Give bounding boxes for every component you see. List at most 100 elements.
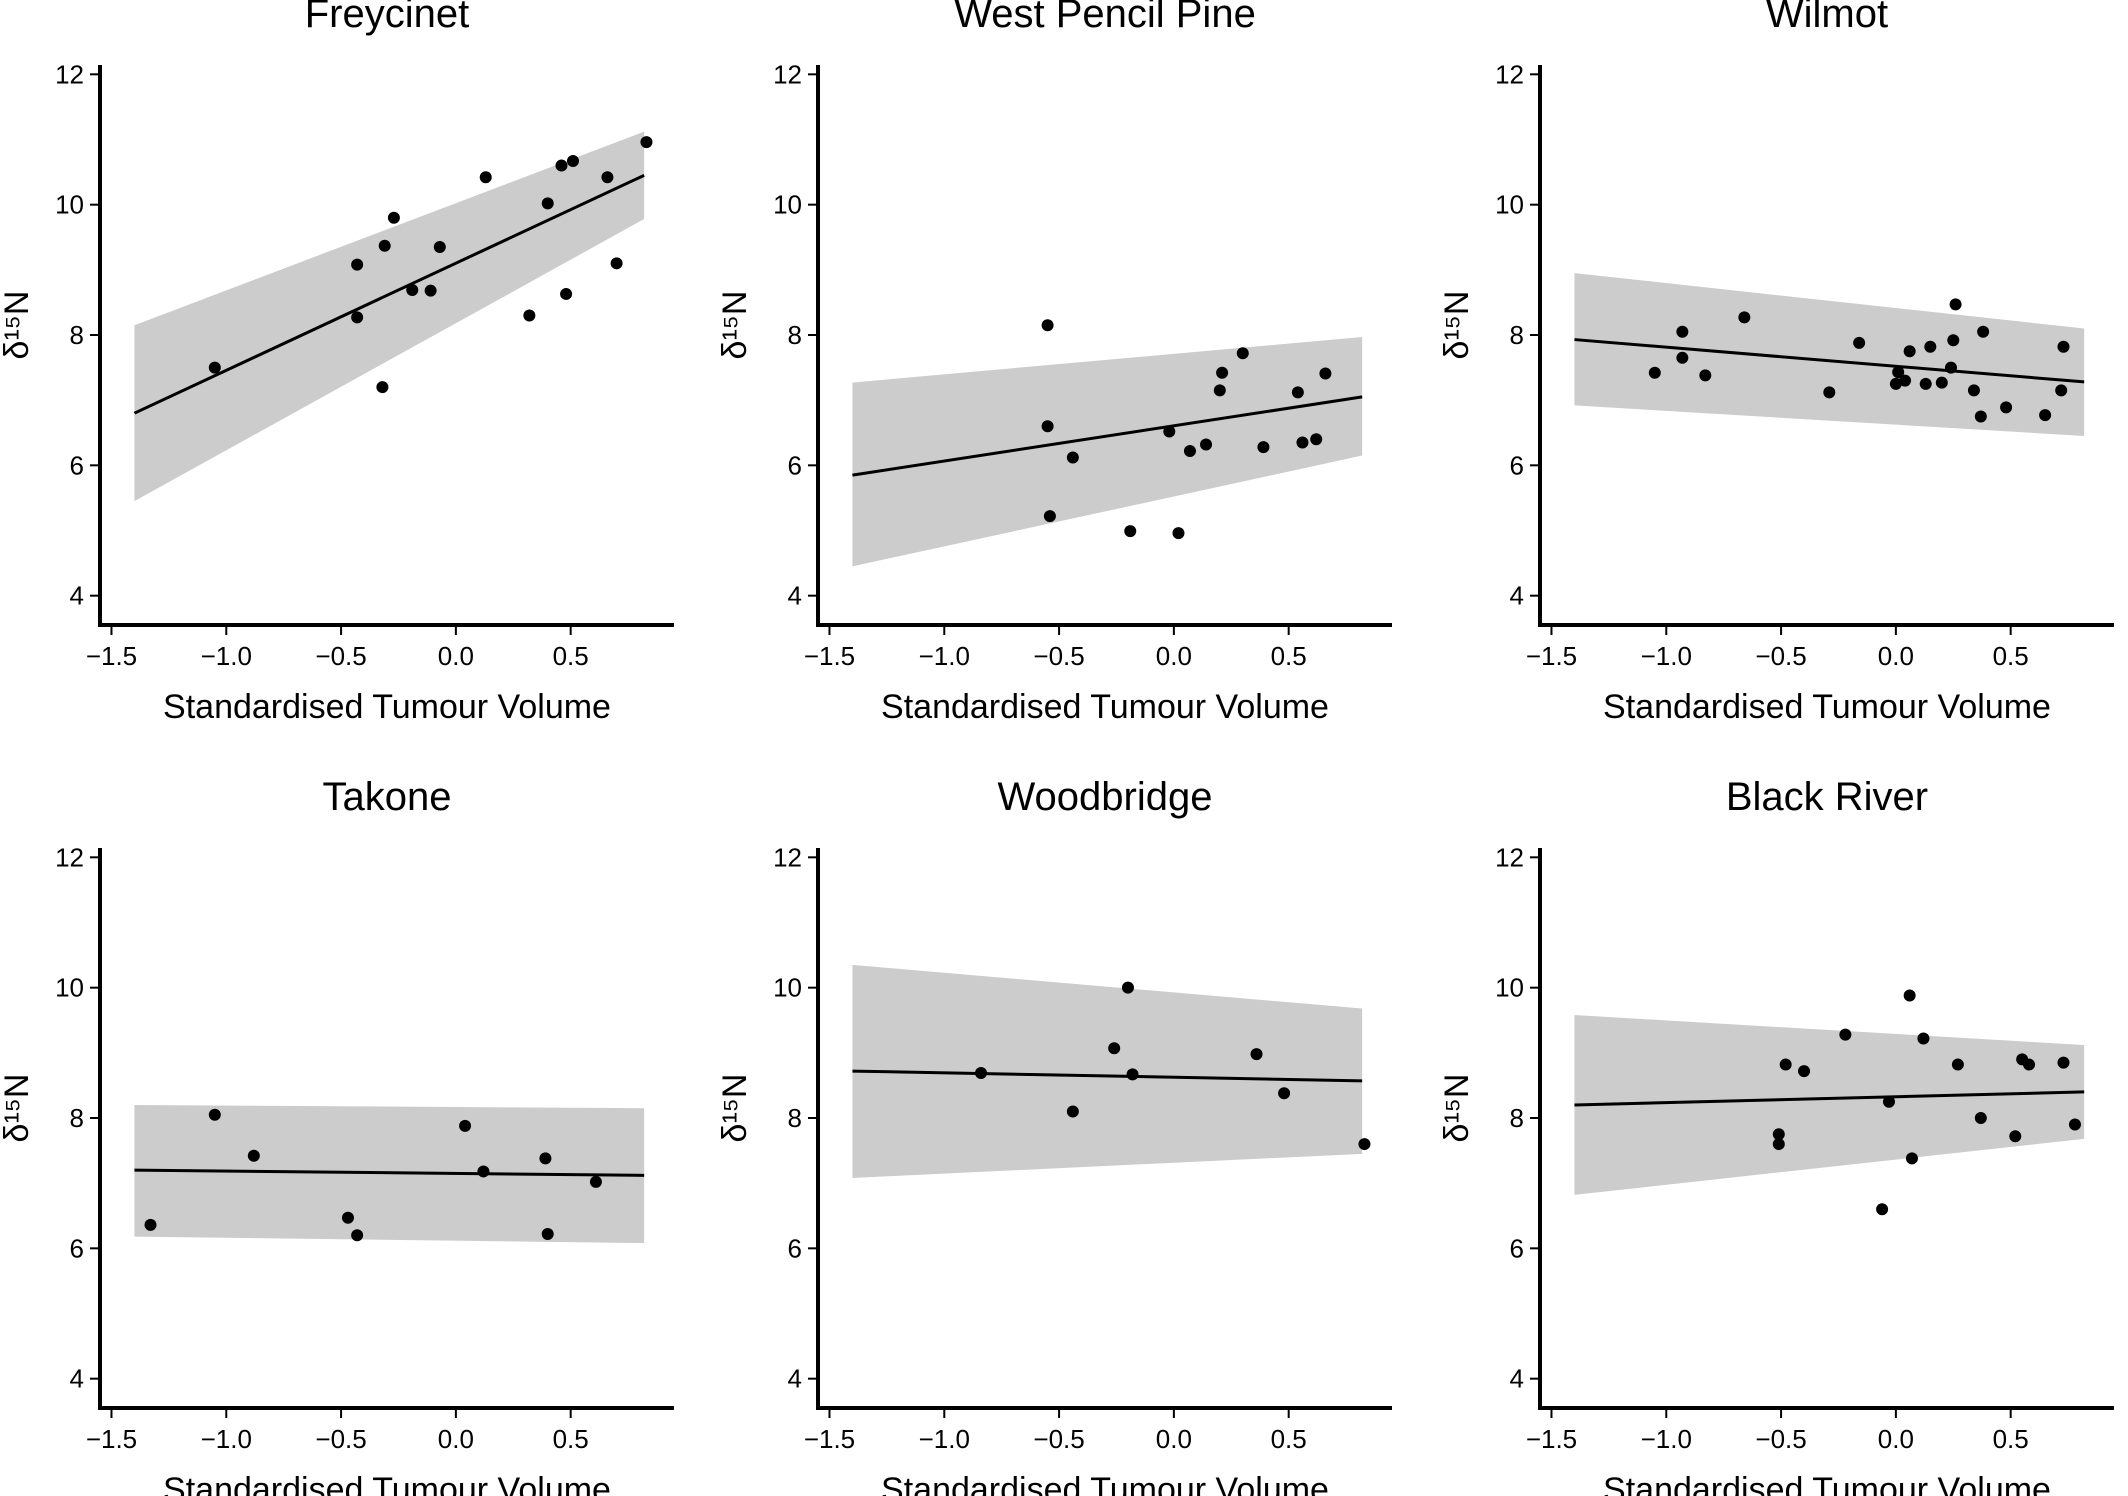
x-axis-label: Standardised Tumour Volume	[881, 688, 1329, 726]
data-point	[378, 239, 391, 252]
x-tick-label: 0.5	[1271, 641, 1307, 671]
data-point	[351, 258, 364, 271]
y-tick-label: 10	[1495, 973, 1524, 1003]
data-point	[1905, 1152, 1918, 1165]
x-axis-label: Standardised Tumour Volume	[881, 1471, 1329, 1496]
data-point	[1066, 1105, 1079, 1118]
data-point	[406, 284, 419, 297]
data-point	[1892, 366, 1905, 379]
y-axis-label: δ¹⁵N	[1438, 1074, 1476, 1143]
y-tick-label: 12	[55, 59, 84, 89]
chart-panel: Freycinet 4 6 8 10 12 −1.5 −1.0 −0.5 0.0 0.5 Standa…	[0, 0, 674, 726]
regression-line	[1574, 1090, 2085, 1107]
data-point	[1967, 384, 1980, 397]
data-point	[1676, 351, 1689, 364]
x-tick-label: 0.5	[1993, 641, 2029, 671]
y-tick-label: 4	[1510, 1364, 1524, 1394]
data-point	[1889, 377, 1902, 390]
x-tick-label: 0.0	[1156, 641, 1192, 671]
y-tick-label: 4	[788, 581, 802, 611]
data-point	[1183, 445, 1196, 457]
data-point	[208, 1108, 221, 1121]
data-point	[1949, 298, 1962, 311]
x-tick-label: −1.5	[1526, 641, 1577, 671]
y-tick-label: 4	[1510, 581, 1524, 611]
data-point	[1200, 438, 1213, 451]
data-point	[1798, 1065, 1811, 1078]
y-tick-label: 6	[70, 1233, 84, 1263]
x-tick-label: −1.5	[1526, 1424, 1577, 1454]
confidence-band	[1574, 1015, 2085, 1195]
data-point	[433, 241, 446, 254]
y-tick-label: 6	[1510, 450, 1524, 480]
y-tick-label: 10	[55, 973, 84, 1003]
y-axis-label: δ¹⁵N	[1438, 291, 1476, 360]
data-point	[1043, 510, 1056, 523]
chart-title: Freycinet	[305, 0, 470, 36]
data-point	[459, 1119, 472, 1132]
x-tick-label: −1.5	[804, 1424, 855, 1454]
y-tick-label: 10	[773, 190, 802, 220]
data-point	[1951, 1058, 1964, 1071]
data-point	[1066, 451, 1079, 464]
y-axis-label: δ¹⁵N	[0, 1074, 36, 1143]
data-point	[975, 1067, 988, 1080]
x-tick-label: −0.5	[1755, 1424, 1806, 1454]
data-point	[2055, 384, 2068, 397]
chart-title: Black River	[1726, 775, 1928, 819]
y-tick-label: 6	[788, 1233, 802, 1263]
chart-title: Takone	[323, 775, 452, 819]
data-point	[2009, 1130, 2022, 1143]
x-tick-label: −0.5	[315, 1424, 366, 1454]
chart-panel: West Pencil Pine 4 6 8 10 12 −1.5 −1.0 −0.5 0.0 0.…	[716, 0, 1392, 726]
y-tick-label: 8	[788, 1103, 802, 1133]
data-point	[1250, 1048, 1263, 1061]
data-point	[1291, 386, 1304, 399]
data-point	[1648, 366, 1661, 379]
y-tick-label: 6	[70, 450, 84, 480]
x-tick-label: −1.0	[919, 1424, 970, 1454]
data-point	[387, 211, 400, 224]
chart-title: Wilmot	[1766, 0, 1888, 36]
data-point	[1676, 325, 1689, 338]
data-point	[1108, 1042, 1121, 1055]
data-point	[479, 171, 492, 184]
y-tick-label: 12	[773, 842, 802, 872]
y-tick-label: 8	[70, 1103, 84, 1133]
confidence-band	[1574, 273, 2085, 437]
x-tick-label: 0.0	[1878, 641, 1914, 671]
x-tick-label: −1.0	[201, 641, 252, 671]
x-tick-label: 0.5	[553, 641, 589, 671]
data-point	[523, 309, 536, 322]
x-tick-label: −1.5	[86, 641, 137, 671]
data-point	[424, 284, 437, 297]
x-tick-label: 0.5	[1271, 1424, 1307, 1454]
data-point	[1772, 1138, 1785, 1151]
data-point	[477, 1165, 490, 1178]
data-point	[1358, 1138, 1371, 1151]
y-axis-label: δ¹⁵N	[716, 291, 754, 360]
chart-title: Woodbridge	[998, 775, 1213, 819]
data-point	[208, 361, 221, 374]
y-tick-label: 12	[773, 59, 802, 89]
x-tick-label: 0.5	[1993, 1424, 2029, 1454]
data-point	[601, 171, 614, 184]
regression-line	[852, 395, 1363, 477]
data-point	[2068, 1118, 2081, 1131]
data-point	[1699, 369, 1712, 382]
data-point	[1899, 374, 1912, 387]
data-point	[640, 136, 653, 149]
y-tick-label: 4	[70, 1364, 84, 1394]
data-point	[1779, 1058, 1792, 1071]
data-point	[1172, 527, 1185, 540]
data-point	[351, 1229, 364, 1242]
x-tick-label: −0.5	[1755, 641, 1806, 671]
chart-title: West Pencil Pine	[954, 0, 1256, 36]
data-point	[1041, 420, 1054, 433]
data-point	[555, 159, 568, 172]
confidence-band	[852, 964, 1363, 1178]
x-tick-label: 0.0	[1878, 1424, 1914, 1454]
data-point	[560, 287, 573, 300]
data-point	[1823, 386, 1836, 399]
